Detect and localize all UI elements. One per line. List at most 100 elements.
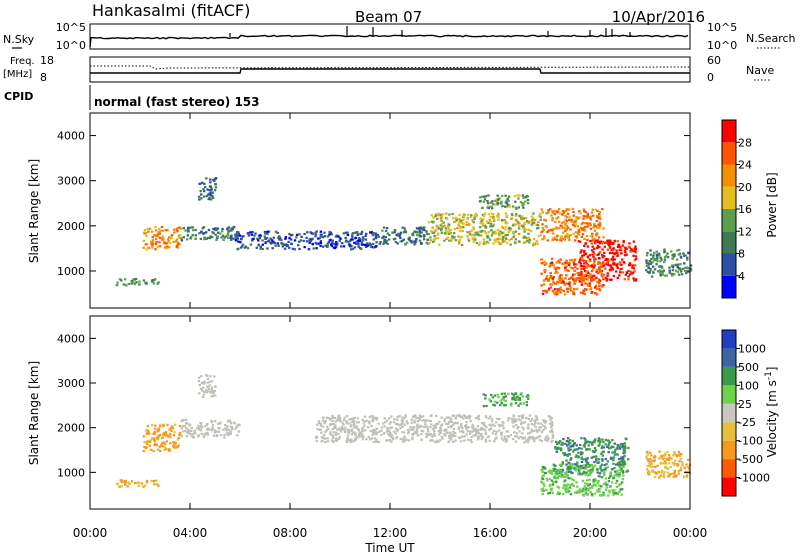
range-gate-cell (425, 230, 428, 233)
range-gate-cell (415, 432, 418, 435)
range-gate-cell (622, 458, 625, 461)
range-gate-cell (151, 424, 154, 427)
range-gate-cell (533, 218, 537, 221)
range-gate-cell (629, 270, 633, 273)
range-gate-cell (550, 479, 554, 482)
range-gate-cell (465, 428, 468, 431)
range-gate-cell (234, 427, 237, 430)
range-gate-cell (555, 442, 559, 446)
range-gate-cell (350, 433, 353, 436)
range-gate-cell (527, 418, 530, 421)
range-gate-cell (120, 480, 123, 483)
range-gate-cell (573, 282, 576, 285)
range-gate-cell (178, 431, 182, 435)
range-gate-cell (588, 216, 591, 219)
range-gate-cell (578, 240, 582, 243)
range-gate-cell (596, 244, 600, 247)
range-gate-cell (342, 245, 346, 248)
range-gate-cell (590, 211, 594, 214)
range-gate-cell (305, 240, 309, 243)
range-gate-cell (591, 214, 595, 217)
range-gate-cell (468, 415, 472, 418)
range-gate-cell (588, 441, 592, 444)
range-gate-cell (484, 224, 487, 227)
range-gate-cell (615, 463, 618, 466)
range-gate-cell (504, 234, 507, 237)
range-gate-cell (371, 430, 375, 433)
range-gate-cell (473, 217, 476, 220)
range-gate-cell (278, 236, 281, 239)
range-gate-cell (598, 226, 601, 229)
range-gate-cell (447, 228, 450, 231)
range-gate-cell (521, 421, 525, 424)
range-gate-cell (311, 237, 314, 240)
range-gate-cell (602, 236, 605, 239)
range-gate-cell (670, 472, 673, 476)
range-gate-cell (395, 436, 399, 439)
range-gate-cell (413, 243, 416, 246)
range-gate-cell (600, 447, 603, 450)
range-gate-cell (323, 235, 327, 238)
range-gate-cell (453, 228, 456, 231)
range-gate-cell (509, 227, 512, 230)
range-gate-cell (689, 264, 693, 267)
range-gate-cell (585, 288, 588, 291)
range-gate-cell (484, 226, 488, 229)
range-gate-cell (562, 486, 565, 489)
velocity-scatter-data (116, 374, 692, 497)
range-gate-cell (504, 225, 507, 228)
range-gate-cell (584, 473, 587, 476)
range-gate-cell (504, 201, 507, 204)
freq-trace-line (90, 68, 690, 74)
range-gate-cell (180, 427, 184, 430)
range-gate-cell (489, 223, 493, 226)
range-gate-cell (450, 239, 453, 242)
range-gate-cell (171, 427, 174, 430)
range-gate-cell (184, 430, 187, 433)
range-gate-cell (594, 240, 597, 243)
range-gate-cell (352, 422, 356, 425)
range-gate-cell (588, 483, 591, 486)
range-gate-cell (585, 235, 589, 238)
range-gate-cell (486, 200, 489, 203)
range-gate-cell (676, 463, 679, 466)
range-gate-cell (544, 472, 547, 475)
range-gate-cell (200, 231, 203, 234)
range-gate-cell (437, 214, 441, 217)
range-gate-cell (645, 259, 648, 262)
range-gate-cell (517, 437, 520, 440)
range-gate-cell (148, 444, 152, 447)
range-gate-cell (159, 449, 162, 452)
range-gate-cell (555, 209, 558, 212)
range-gate-cell (458, 240, 461, 243)
range-gate-cell (573, 269, 576, 272)
range-gate-cell (149, 448, 153, 451)
range-gate-cell (541, 238, 544, 241)
range-gate-cell (664, 462, 668, 465)
nsearch-label: N.Search (746, 32, 796, 45)
range-gate-cell (540, 488, 543, 491)
range-gate-cell (269, 241, 272, 244)
range-gate-cell (583, 437, 586, 440)
range-gate-cell (582, 289, 585, 292)
range-gate-cell (137, 481, 141, 484)
range-gate-cell (629, 248, 633, 251)
range-gate-cell (370, 414, 373, 418)
range-gate-cell (210, 389, 214, 392)
range-gate-cell (146, 227, 149, 230)
range-gate-cell (550, 430, 553, 433)
range-gate-cell (505, 205, 509, 208)
range-gate-cell (634, 248, 638, 251)
range-gate-cell (603, 464, 606, 467)
range-gate-cell (403, 423, 406, 426)
range-gate-cell (480, 220, 483, 223)
range-gate-cell (193, 431, 196, 434)
range-gate-cell (497, 423, 500, 426)
range-gate-cell (590, 493, 594, 496)
range-gate-cell (471, 234, 475, 237)
range-gate-cell (375, 438, 378, 441)
range-gate-cell (659, 260, 662, 263)
range-gate-cell (526, 397, 530, 400)
range-gate-cell (150, 240, 153, 243)
